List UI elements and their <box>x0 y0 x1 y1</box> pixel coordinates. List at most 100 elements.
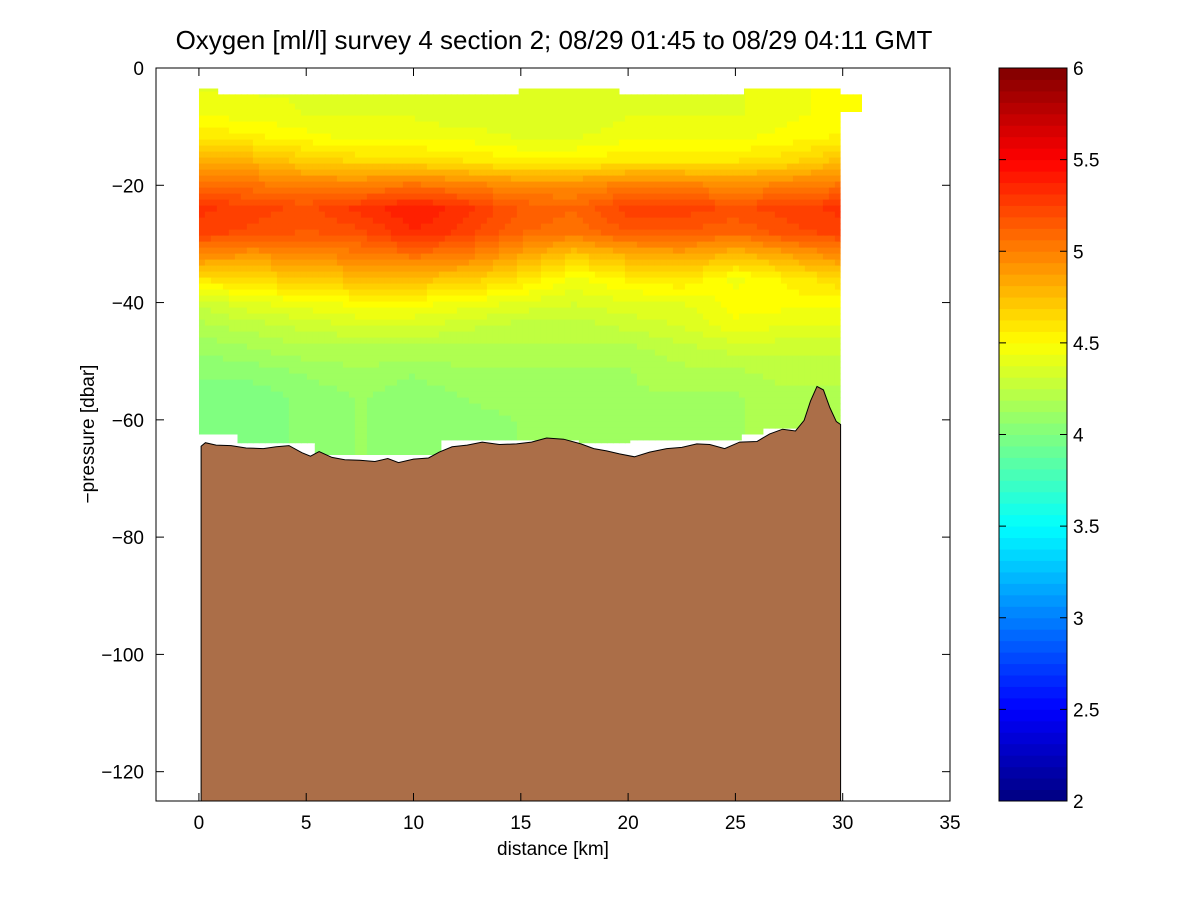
oxygen-cell <box>444 253 452 261</box>
oxygen-cell <box>420 259 428 267</box>
oxygen-cell <box>360 295 368 303</box>
oxygen-cell <box>744 229 752 237</box>
oxygen-cell <box>222 199 230 207</box>
oxygen-cell <box>246 193 254 201</box>
oxygen-cell <box>600 223 608 231</box>
oxygen-cell <box>282 259 290 267</box>
oxygen-cell <box>402 217 410 225</box>
oxygen-cell <box>810 151 818 159</box>
oxygen-cell <box>618 217 626 225</box>
oxygen-cell <box>756 319 764 327</box>
oxygen-cell <box>720 187 728 195</box>
oxygen-cell <box>780 235 788 243</box>
oxygen-cell <box>780 211 788 219</box>
oxygen-cell <box>504 97 512 105</box>
oxygen-cell <box>774 169 782 177</box>
oxygen-cell <box>390 103 398 111</box>
oxygen-cell <box>744 283 752 291</box>
oxygen-cell <box>786 325 794 333</box>
oxygen-cell <box>288 151 296 159</box>
oxygen-cell <box>720 205 728 213</box>
oxygen-cell <box>684 103 692 111</box>
oxygen-cell <box>240 121 248 129</box>
oxygen-cell <box>312 181 320 189</box>
oxygen-cell <box>684 265 692 273</box>
oxygen-cell <box>354 205 362 213</box>
oxygen-cell <box>816 157 824 165</box>
oxygen-cell <box>426 91 434 99</box>
oxygen-cell <box>270 199 278 207</box>
oxygen-cell <box>438 91 446 99</box>
oxygen-cell <box>348 331 356 339</box>
oxygen-cell <box>336 271 344 279</box>
oxygen-cell <box>780 241 788 249</box>
oxygen-cell <box>582 259 590 267</box>
oxygen-cell <box>522 235 530 243</box>
oxygen-cell <box>264 319 272 327</box>
oxygen-cell <box>786 205 794 213</box>
oxygen-cell <box>468 229 476 237</box>
oxygen-cell <box>666 103 674 111</box>
oxygen-cell <box>810 175 818 183</box>
oxygen-cell <box>396 115 404 123</box>
oxygen-cell <box>282 157 290 165</box>
oxygen-cell <box>216 115 224 123</box>
oxygen-cell <box>486 163 494 171</box>
oxygen-cell <box>360 121 368 129</box>
oxygen-cell <box>258 151 266 159</box>
oxygen-cell <box>570 259 578 267</box>
oxygen-cell <box>336 229 344 237</box>
oxygen-cell <box>582 175 590 183</box>
oxygen-cell <box>234 349 242 357</box>
oxygen-cell <box>738 337 746 345</box>
oxygen-cell <box>804 133 812 141</box>
oxygen-cell <box>336 109 344 117</box>
oxygen-cell <box>330 175 338 183</box>
oxygen-cell <box>402 325 410 333</box>
oxygen-cell <box>690 181 698 189</box>
oxygen-cell <box>324 313 332 321</box>
oxygen-cell <box>288 91 296 99</box>
oxygen-cell <box>312 127 320 135</box>
oxygen-cell <box>270 133 278 141</box>
oxygen-cell <box>348 277 356 285</box>
oxygen-cell <box>618 97 626 105</box>
oxygen-cell <box>618 259 626 267</box>
oxygen-cell <box>810 121 818 129</box>
oxygen-cell <box>804 115 812 123</box>
oxygen-cell <box>270 217 278 225</box>
oxygen-cell <box>468 301 476 309</box>
oxygen-cell <box>414 127 422 135</box>
oxygen-cell <box>300 289 308 297</box>
oxygen-cell <box>300 319 308 327</box>
oxygen-cell <box>618 325 626 333</box>
oxygen-cell <box>432 193 440 201</box>
oxygen-cell <box>486 133 494 141</box>
oxygen-cell <box>468 295 476 303</box>
oxygen-cell <box>426 229 434 237</box>
oxygen-cell <box>726 145 734 153</box>
oxygen-cell <box>438 127 446 135</box>
oxygen-cell <box>546 193 554 201</box>
oxygen-cell <box>240 349 248 357</box>
oxygen-cell <box>360 103 368 111</box>
oxygen-cell <box>546 313 554 321</box>
oxygen-cell <box>654 139 662 147</box>
oxygen-cell <box>636 199 644 207</box>
oxygen-cell <box>762 313 770 321</box>
oxygen-cell <box>756 193 764 201</box>
oxygen-cell <box>654 115 662 123</box>
oxygen-cell <box>450 211 458 219</box>
oxygen-cell <box>678 223 686 231</box>
oxygen-cell <box>666 259 674 267</box>
oxygen-cell <box>486 247 494 255</box>
oxygen-cell <box>432 247 440 255</box>
oxygen-cell <box>294 295 302 303</box>
oxygen-cell <box>204 88 212 93</box>
oxygen-cell <box>786 145 794 153</box>
oxygen-cell <box>546 115 554 123</box>
oxygen-cell <box>306 319 314 327</box>
oxygen-cell <box>792 211 800 219</box>
oxygen-cell <box>300 193 308 201</box>
oxygen-cell <box>762 289 770 297</box>
